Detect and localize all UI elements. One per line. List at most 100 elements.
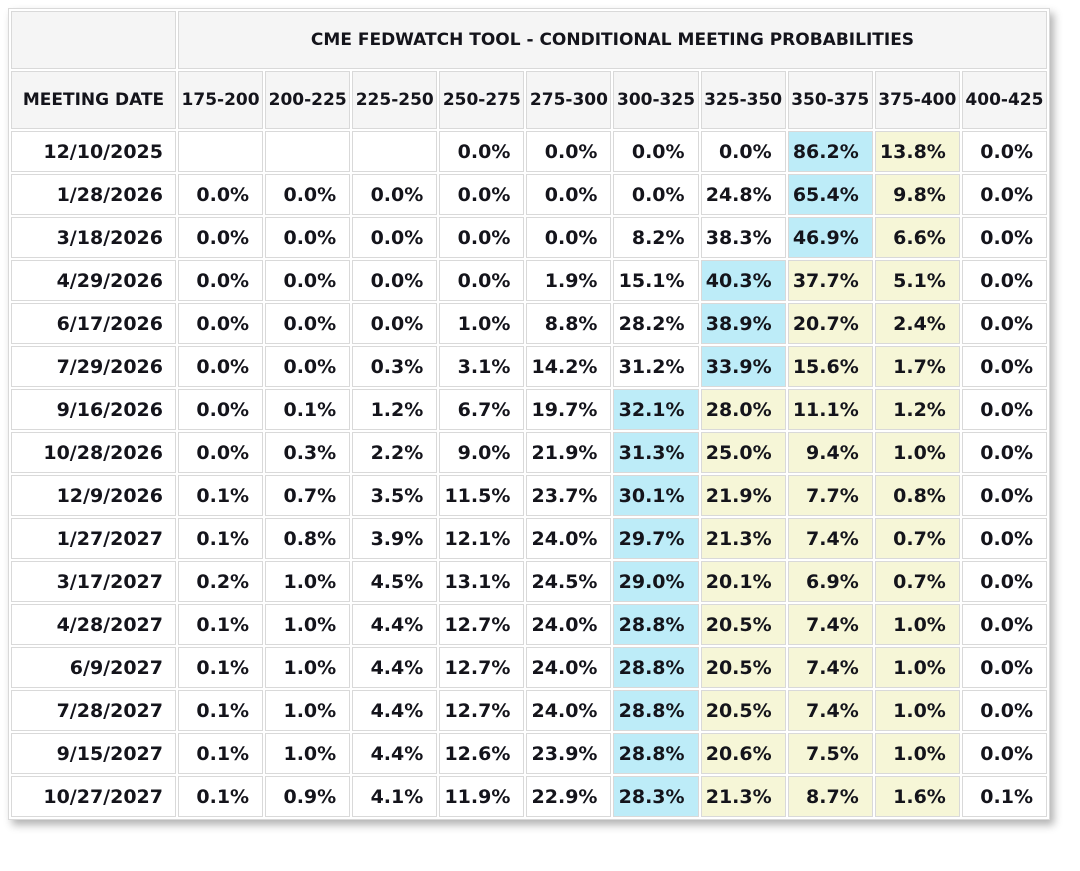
probability-cell: 2.2% (352, 432, 438, 473)
probability-cell: 38.9% (700, 303, 786, 344)
probability-cell: 21.9% (700, 475, 786, 516)
probability-cell: 20.6% (700, 733, 786, 774)
probability-cell: 0.1% (961, 776, 1047, 817)
table-row: 10/27/2027 0.1% 0.9% 4.1% 11.9% 22.9% 28.3% 21.… (11, 776, 1047, 817)
probability-cell: 0.7% (874, 561, 960, 602)
table-row: 3/18/2026 0.0% 0.0% 0.0% 0.0% 0.0% 8.2% 38.3% 46… (11, 217, 1047, 258)
probability-cell: 5.1% (874, 260, 960, 301)
probability-cell: 0.0% (265, 346, 351, 387)
probability-cell: 28.2% (613, 303, 699, 344)
probability-cell: 1.0% (265, 690, 351, 731)
probability-cell: 65.4% (787, 174, 873, 215)
probability-cell: 24.0% (526, 690, 612, 731)
column-header-375-400: 375-400 (874, 71, 960, 129)
probability-cell: 7.5% (787, 733, 873, 774)
probability-cell: 86.2% (787, 131, 873, 172)
probability-cell: 0.0% (439, 131, 525, 172)
corner-cell (11, 11, 176, 69)
probability-cell: 21.9% (526, 432, 612, 473)
probability-cell: 12.6% (439, 733, 525, 774)
probability-cell: 46.9% (787, 217, 873, 258)
probability-cell: 3.9% (352, 518, 438, 559)
table-row: 12/9/2026 0.1% 0.7% 3.5% 11.5% 23.7% 30.1% 21.9… (11, 475, 1047, 516)
table-row: 1/28/2026 0.0% 0.0% 0.0% 0.0% 0.0% 0.0% 24.8% 65… (11, 174, 1047, 215)
probability-cell: 0.0% (265, 217, 351, 258)
probability-cell: 19.7% (526, 389, 612, 430)
probability-cell: 0.9% (265, 776, 351, 817)
column-header-325-350: 325-350 (700, 71, 786, 129)
probability-cell: 0.0% (961, 389, 1047, 430)
probability-cell: 37.7% (787, 260, 873, 301)
probability-cell: 0.8% (874, 475, 960, 516)
meeting-date-cell: 10/28/2026 (11, 432, 176, 473)
probability-cell: 4.4% (352, 647, 438, 688)
probability-cell: 0.0% (526, 131, 612, 172)
probability-cell: 0.0% (178, 174, 264, 215)
probability-cell: 20.5% (700, 604, 786, 645)
probability-cell: 2.4% (874, 303, 960, 344)
probability-cell: 9.8% (874, 174, 960, 215)
probability-cell: 24.0% (526, 647, 612, 688)
probability-cell: 4.4% (352, 733, 438, 774)
column-header-row: MEETING DATE 175-200 200-225 225-250 250-275… (11, 71, 1047, 129)
probability-cell: 23.7% (526, 475, 612, 516)
probability-cell: 0.0% (961, 260, 1047, 301)
probability-cell: 0.0% (961, 647, 1047, 688)
probability-cell: 7.4% (787, 604, 873, 645)
column-header-300-325: 300-325 (613, 71, 699, 129)
probability-cell: 29.0% (613, 561, 699, 602)
probability-cell: 4.1% (352, 776, 438, 817)
probability-cell: 28.3% (613, 776, 699, 817)
probability-cell: 0.0% (178, 217, 264, 258)
table-row: 4/28/2027 0.1% 1.0% 4.4% 12.7% 24.0% 28.8% 20.5… (11, 604, 1047, 645)
probability-cell: 31.3% (613, 432, 699, 473)
meeting-date-cell: 1/27/2027 (11, 518, 176, 559)
probability-cell: 6.9% (787, 561, 873, 602)
meeting-date-cell: 6/17/2026 (11, 303, 176, 344)
probability-cell: 0.0% (613, 174, 699, 215)
table-row: 10/28/2026 0.0% 0.3% 2.2% 9.0% 21.9% 31.3% 25.0… (11, 432, 1047, 473)
probability-cell: 24.5% (526, 561, 612, 602)
probability-cell: 0.0% (352, 303, 438, 344)
probability-cell: 0.0% (265, 260, 351, 301)
probability-cell: 1.2% (874, 389, 960, 430)
probability-cell: 32.1% (613, 389, 699, 430)
probability-cell: 0.1% (265, 389, 351, 430)
probability-cell: 0.0% (352, 217, 438, 258)
probability-cell: 12.7% (439, 690, 525, 731)
column-header-225-250: 225-250 (352, 71, 438, 129)
probability-cell: 0.0% (961, 131, 1047, 172)
probability-cell: 0.0% (961, 690, 1047, 731)
probability-cell: 0.0% (265, 174, 351, 215)
probability-cell: 1.0% (265, 604, 351, 645)
probability-cell: 7.4% (787, 518, 873, 559)
probability-cell: 0.0% (526, 217, 612, 258)
probability-cell: 1.0% (265, 733, 351, 774)
probability-cell: 21.3% (700, 776, 786, 817)
meeting-date-cell: 3/17/2027 (11, 561, 176, 602)
probability-cell: 0.0% (613, 131, 699, 172)
probability-cell: 1.0% (874, 733, 960, 774)
probability-cell: 0.0% (961, 733, 1047, 774)
probability-cell: 0.0% (439, 260, 525, 301)
probability-cell: 30.1% (613, 475, 699, 516)
column-header-275-300: 275-300 (526, 71, 612, 129)
probability-cell: 0.0% (961, 217, 1047, 258)
probability-cell: 0.0% (178, 389, 264, 430)
table-header: CME FEDWATCH TOOL - CONDITIONAL MEETING … (11, 11, 1047, 129)
probability-cell: 1.2% (352, 389, 438, 430)
probability-cell: 0.8% (265, 518, 351, 559)
probability-cell: 0.0% (961, 561, 1047, 602)
probability-cell: 0.0% (178, 346, 264, 387)
probability-cell: 0.0% (961, 475, 1047, 516)
probability-cell: 8.8% (526, 303, 612, 344)
probability-cell: 1.0% (874, 604, 960, 645)
probability-cell (265, 131, 351, 172)
probability-cell: 0.2% (178, 561, 264, 602)
probability-cell: 4.4% (352, 690, 438, 731)
probability-cell: 1.0% (265, 647, 351, 688)
probability-cell: 11.9% (439, 776, 525, 817)
probability-cell: 13.1% (439, 561, 525, 602)
probability-cell: 38.3% (700, 217, 786, 258)
